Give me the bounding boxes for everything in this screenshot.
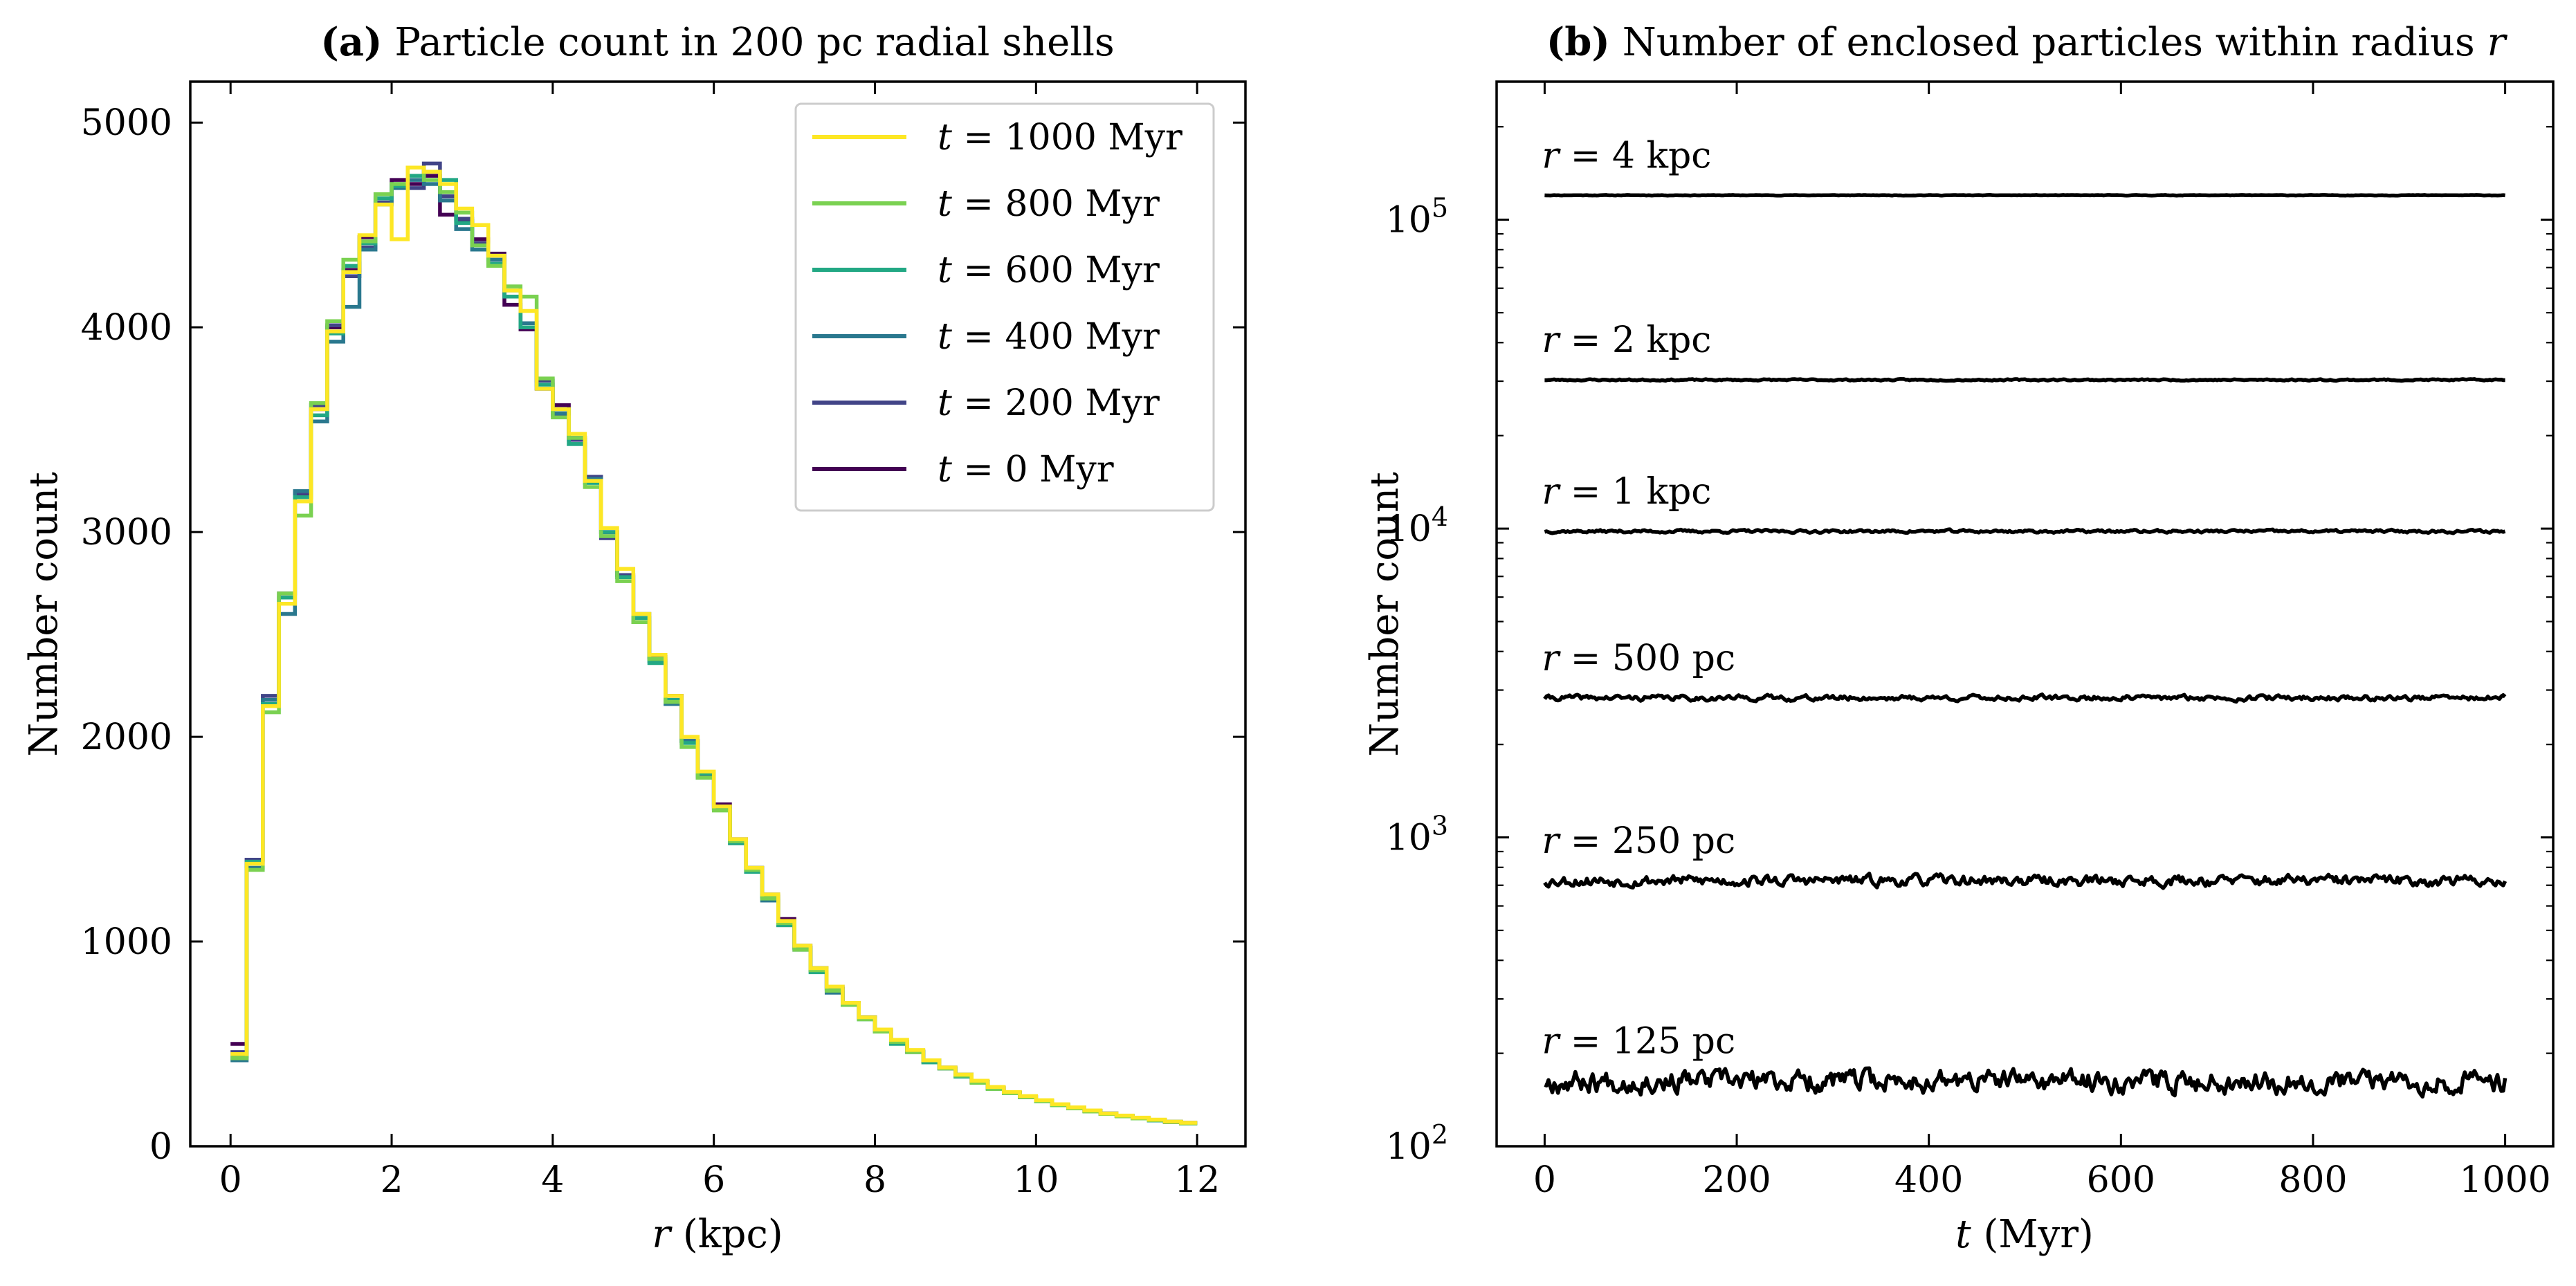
legend-entry: t = 600 Myr <box>938 250 1160 291</box>
panel-b-frame <box>1495 80 2555 1148</box>
x-tick-label: 4 <box>541 1159 564 1201</box>
series-label: r = 1 kpc <box>1542 471 1711 513</box>
enclosed-count-series <box>1544 377 2505 383</box>
series-label: r = 2 kpc <box>1542 320 1711 361</box>
series-label: r = 4 kpc <box>1542 135 1711 176</box>
panel-b: (b) Number of enclosed particles within … <box>1362 19 2555 1257</box>
x-tick-label: 200 <box>1702 1159 1771 1201</box>
panel-a-title: (a) Particle count in 200 pc radial shel… <box>320 19 1115 65</box>
legend-entry: t = 400 Myr <box>938 316 1160 358</box>
y-tick-label: 3000 <box>81 512 172 553</box>
x-tick-label: 800 <box>2278 1159 2347 1201</box>
panel-b-label: (b) <box>1546 19 1610 65</box>
x-tick-label: 600 <box>2087 1159 2155 1201</box>
series-label: r = 125 pc <box>1542 1020 1735 1062</box>
y-tick-label: 4000 <box>81 307 172 349</box>
panel-a-frame <box>189 80 1247 1148</box>
legend: t = 1000 Myr t = 800 Myr t = 600 Myr t = 40… <box>794 102 1215 512</box>
y-tick-label: 103 <box>1386 811 1448 859</box>
legend-entry: t = 800 Myr <box>938 183 1160 225</box>
enclosed-count-series <box>1544 527 2506 535</box>
panel-b-series: r = 4 kpc r = 2 kpc r = 1 kpc r = 500 pc r =… <box>1542 135 2508 1099</box>
panel-b-ticks: 0 200 400 600 800 1000 102 103 104 105 <box>1386 82 2553 1201</box>
series-label: r = 250 pc <box>1542 820 1735 862</box>
panel-a-xlabel-var: r <box>652 1212 673 1257</box>
x-tick-label: 10 <box>1013 1159 1059 1201</box>
panel-b-title-text: Number of enclosed particles within radi… <box>1623 20 2487 65</box>
enclosed-count-series <box>1543 872 2508 890</box>
panel-b-ylabel: Number count <box>1362 472 1407 757</box>
y-tick-label: 2000 <box>81 717 172 758</box>
legend-entry: t = 200 Myr <box>938 383 1160 424</box>
y-tick-label: 105 <box>1386 193 1448 241</box>
x-tick-label: 0 <box>1533 1159 1556 1201</box>
panel-a-ticks: 0 2 4 6 8 10 12 0 1000 2000 3000 4000 5000 <box>81 82 1245 1201</box>
enclosed-count-series <box>1543 692 2507 704</box>
panel-a-label: (a) <box>320 19 382 65</box>
panel-b-title: (b) Number of enclosed particles within … <box>1546 19 2508 65</box>
x-tick-label: 1000 <box>2459 1159 2550 1201</box>
panel-b-xlabel-unit: (Myr) <box>1983 1212 2093 1257</box>
y-tick-label: 102 <box>1386 1119 1448 1168</box>
panel-b-title-var: r <box>2487 20 2508 65</box>
x-tick-label: 2 <box>380 1159 403 1201</box>
panel-a-xlabel-unit: (kpc) <box>683 1212 783 1257</box>
panel-b-xlabel: t (Myr) <box>1955 1212 2094 1257</box>
panel-a-ylabel: Number count <box>21 472 66 757</box>
panel-a-title-text: Particle count in 200 pc radial shells <box>394 20 1114 65</box>
series-label: r = 500 pc <box>1542 638 1735 679</box>
x-tick-label: 0 <box>219 1159 242 1201</box>
x-tick-label: 6 <box>702 1159 725 1201</box>
x-tick-label: 12 <box>1174 1159 1220 1201</box>
panel-b-xlabel-var: t <box>1955 1212 1971 1257</box>
panel-a-series <box>230 161 1198 1126</box>
x-tick-label: 400 <box>1894 1159 1963 1201</box>
enclosed-count-series <box>1544 1066 2508 1099</box>
y-tick-label: 1000 <box>81 921 172 963</box>
x-tick-label: 8 <box>864 1159 886 1201</box>
histogram-series <box>230 165 1198 1125</box>
legend-entry: t = 0 Myr <box>938 449 1114 490</box>
y-tick-label: 104 <box>1386 502 1448 550</box>
legend-entry: t = 1000 Myr <box>938 117 1182 158</box>
panel-a: (a) Particle count in 200 pc radial shel… <box>21 19 1247 1257</box>
enclosed-count-series <box>1544 193 2505 198</box>
y-tick-label: 0 <box>149 1126 172 1168</box>
y-tick-label: 5000 <box>81 102 172 144</box>
panel-a-xlabel: r (kpc) <box>652 1212 783 1257</box>
